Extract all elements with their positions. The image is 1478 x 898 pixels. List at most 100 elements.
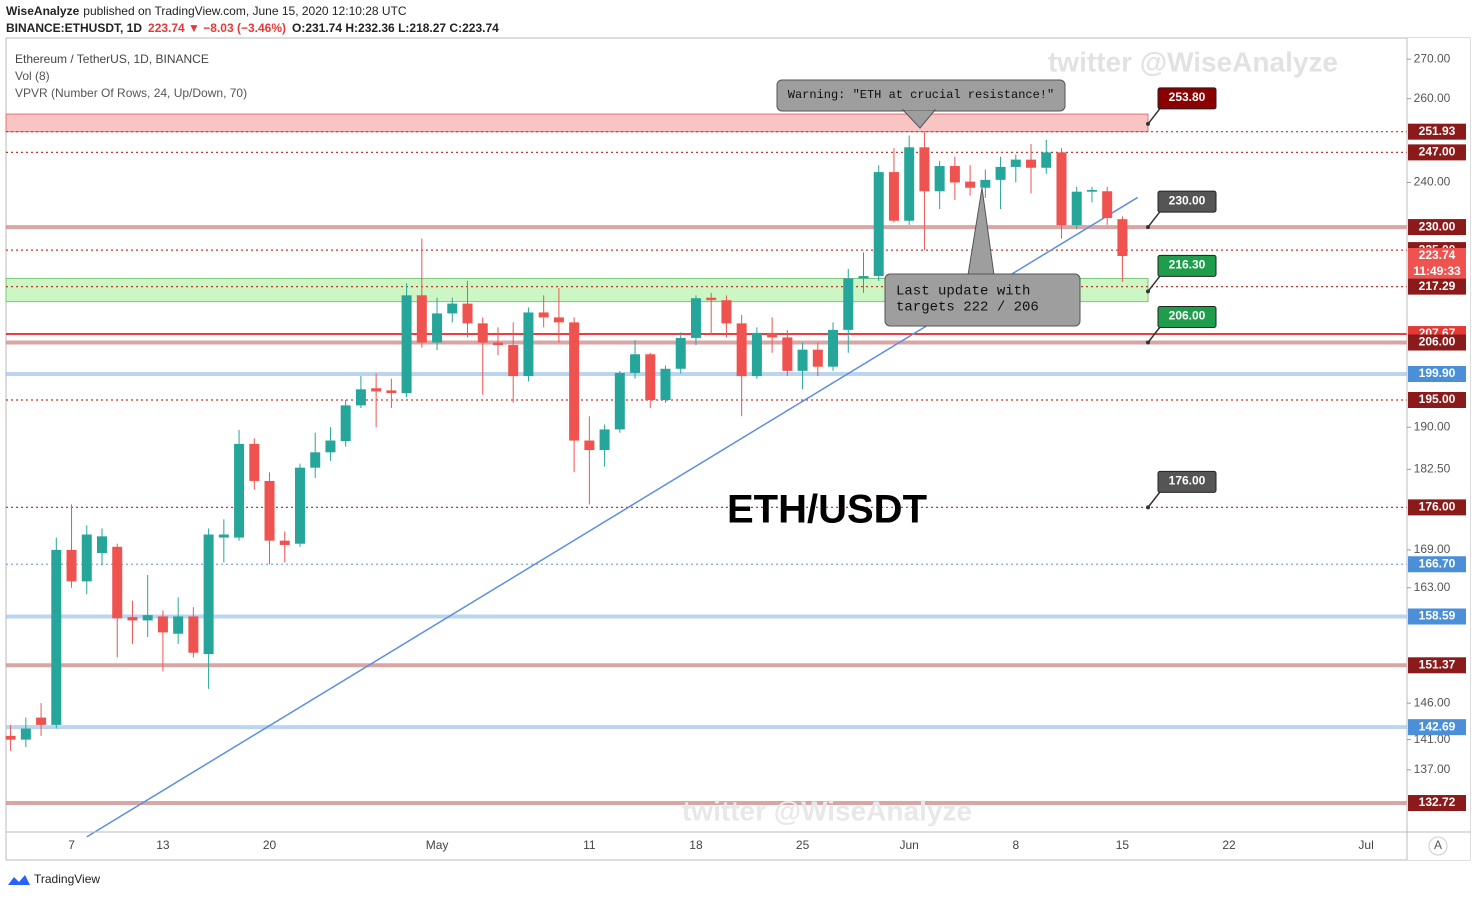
y-tick-label: 182.50 <box>1414 462 1451 476</box>
note-box <box>884 273 1081 327</box>
x-tick-label: May <box>426 838 449 852</box>
candle-body <box>965 181 976 188</box>
candle-body <box>584 440 595 451</box>
candle-body <box>203 534 214 655</box>
x-tick-label: 20 <box>263 838 277 852</box>
level-label-box <box>1408 556 1466 573</box>
candle-body <box>112 546 123 619</box>
y-tick-label: 190.00 <box>1414 419 1451 433</box>
candle-body <box>477 323 488 343</box>
candle-body <box>858 276 869 279</box>
candle-body <box>1071 191 1082 226</box>
level-label: 223.74 <box>1419 248 1456 262</box>
candle-body <box>934 166 945 192</box>
candle-body <box>995 166 1006 180</box>
level-label-box <box>1408 334 1466 351</box>
callout-anchor <box>1146 505 1150 510</box>
footer: TradingView <box>8 872 100 886</box>
candle-body <box>218 534 229 538</box>
header-line: WiseAnalyze published on TradingView.com,… <box>6 4 407 18</box>
note-text: Last update with <box>896 284 1030 300</box>
candle-body <box>1010 159 1021 167</box>
callout-box <box>1157 254 1217 277</box>
callout-box <box>1157 190 1217 213</box>
candle-body <box>1026 159 1037 168</box>
level-label: 206.00 <box>1419 335 1456 349</box>
x-tick-label: 11 <box>583 838 596 852</box>
callout-box <box>1157 306 1217 329</box>
candle-body <box>96 536 107 554</box>
auto-scale-label[interactable]: A <box>1434 838 1442 852</box>
callout-anchor <box>1146 225 1150 230</box>
legend-entry: Ethereum / TetherUS, 1D, BINANCE <box>15 52 209 66</box>
candle-body <box>569 322 580 441</box>
candle-body <box>843 278 854 330</box>
x-tick-label: 13 <box>156 838 170 852</box>
candle-body <box>325 440 336 453</box>
candle-body <box>249 443 260 481</box>
level-label-box <box>1408 499 1466 516</box>
candle-body <box>173 616 184 634</box>
note-text: targets 222 / 206 <box>896 300 1039 316</box>
candle-body <box>51 549 62 725</box>
brand: TradingView <box>34 872 100 886</box>
candle-body <box>188 616 199 653</box>
countdown-box <box>1408 263 1466 280</box>
level-label-box <box>1408 247 1466 264</box>
candle-body <box>371 388 382 392</box>
candle-body <box>66 549 77 582</box>
candle-body <box>1041 152 1052 168</box>
level-label: 176.00 <box>1419 500 1456 514</box>
candle-body <box>949 166 960 183</box>
candle-body <box>538 312 549 318</box>
candle-body <box>355 389 366 406</box>
callout-label: 176.00 <box>1169 474 1206 488</box>
warning-note: Warning: "ETH at crucial resistance!" <box>776 79 1066 129</box>
level-label-box <box>1408 123 1466 140</box>
auto-scale-button[interactable] <box>1428 836 1448 856</box>
y-tick-label: 163.00 <box>1414 580 1451 594</box>
note-joint <box>904 106 934 110</box>
note-text: Warning: "ETH at crucial resistance!" <box>788 88 1054 102</box>
published: published on TradingView.com, June 15, 2… <box>83 4 407 18</box>
level-label: 132.72 <box>1419 795 1456 809</box>
candle-body <box>1102 191 1113 219</box>
candle-body <box>873 172 884 277</box>
level-label-box <box>1408 608 1466 625</box>
plot: 253.80 230.00 216.30 206.00 176.00 <box>5 87 1407 838</box>
candle-body <box>157 616 168 633</box>
candle-body <box>690 298 701 338</box>
ohlc: O:231.74 H:232.36 L:218.27 C:223.74 <box>292 21 499 35</box>
x-tick-label: 8 <box>1012 838 1019 852</box>
candle-body <box>386 390 397 394</box>
candle-body <box>523 312 534 377</box>
candle-body <box>401 295 412 394</box>
callout-box <box>1157 470 1217 493</box>
y-tick-label: 270.00 <box>1414 51 1451 65</box>
candle-body <box>645 354 656 401</box>
callout-label: 230.00 <box>1169 193 1206 207</box>
level-label: 166.70 <box>1419 556 1456 570</box>
candle-body <box>797 349 808 371</box>
candle-body <box>36 717 47 725</box>
countdown: 11:49:33 <box>1413 264 1461 278</box>
candle-body <box>660 368 671 401</box>
author: WiseAnalyze <box>6 4 80 18</box>
level-label: 247.00 <box>1419 145 1456 159</box>
x-tick-label: 25 <box>796 838 810 852</box>
candle-body <box>980 179 991 188</box>
x-tick-label: 22 <box>1222 838 1236 852</box>
callout-anchor <box>1146 121 1150 126</box>
level-label-box <box>1408 366 1466 383</box>
candle-body <box>812 349 823 367</box>
candle-body <box>706 297 717 301</box>
candle-body <box>751 332 762 377</box>
price-axis: A 7 13 20 May 11 18 25 Jun 8 15 22 Jul 270.00 260.00 2… <box>6 38 1470 860</box>
level-label: 217.29 <box>1419 279 1456 293</box>
callout-box <box>1157 87 1217 110</box>
quote: 223.74 ▼ −8.03 (−3.46%) <box>148 21 286 35</box>
candle-body <box>675 337 686 369</box>
level-label-box <box>1408 795 1466 812</box>
candle-body <box>462 303 473 324</box>
